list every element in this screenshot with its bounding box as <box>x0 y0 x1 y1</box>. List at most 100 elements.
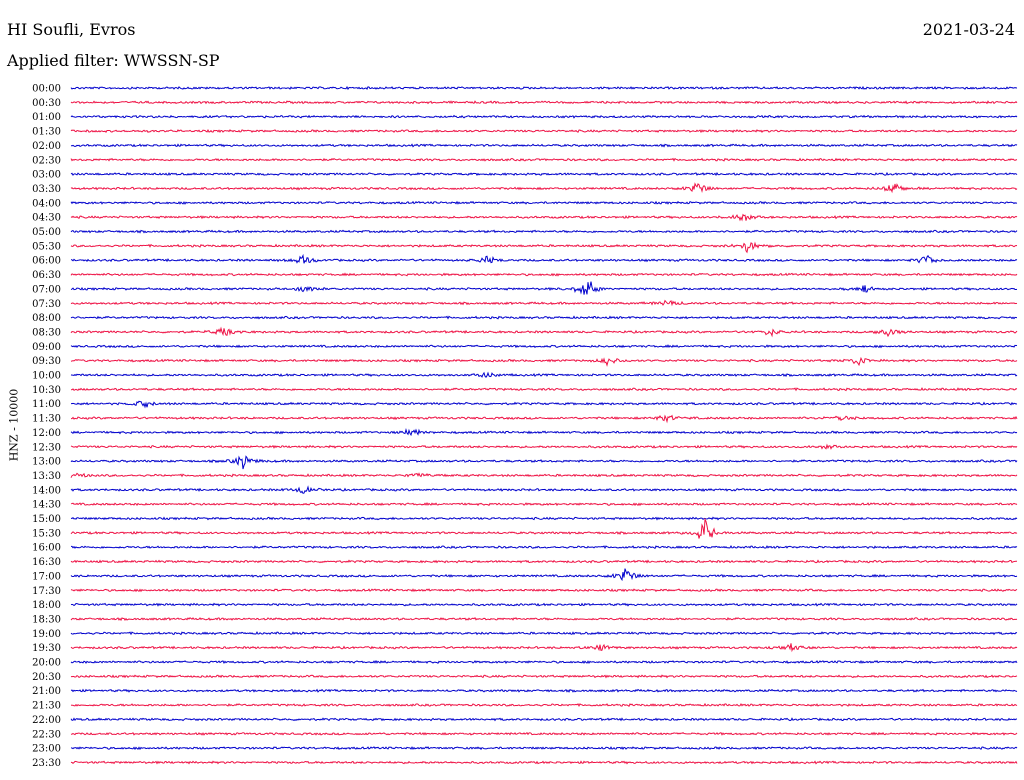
trace-0330 <box>70 182 1018 194</box>
row-label-2130: 21:30 <box>32 701 61 712</box>
row-label-1700: 17:00 <box>32 571 61 582</box>
row-label-0300: 03:00 <box>32 170 61 181</box>
row-label-2230: 22:30 <box>32 729 61 740</box>
trace-1230 <box>70 443 1018 450</box>
trace-0630 <box>70 272 1018 277</box>
row-label-1930: 19:30 <box>32 643 61 654</box>
trace-0000 <box>70 85 1018 91</box>
row-label-0030: 00:30 <box>32 98 61 109</box>
row-label-1600: 16:00 <box>32 543 61 554</box>
trace-1600 <box>70 545 1018 550</box>
trace-0230 <box>70 157 1018 162</box>
row-label-0600: 06:00 <box>32 256 61 267</box>
trace-1030 <box>70 387 1018 392</box>
trace-1930 <box>70 643 1018 653</box>
filter-label: Applied filter: WWSSN-SP <box>7 51 220 70</box>
trace-2300 <box>70 746 1018 751</box>
trace-1000 <box>70 371 1018 378</box>
row-label-1330: 13:30 <box>32 471 61 482</box>
row-label-0130: 01:30 <box>32 127 61 138</box>
row-label-1230: 12:30 <box>32 442 61 453</box>
row-label-2300: 23:00 <box>32 744 61 755</box>
trace-1400 <box>70 485 1018 494</box>
row-label-1300: 13:00 <box>32 457 61 468</box>
row-label-1430: 14:30 <box>32 500 61 511</box>
row-label-1100: 11:00 <box>32 399 61 410</box>
row-label-1000: 10:00 <box>32 371 61 382</box>
row-label-0730: 07:30 <box>32 299 61 310</box>
trace-1100 <box>70 400 1018 409</box>
row-label-1900: 19:00 <box>32 629 61 640</box>
trace-0430 <box>70 213 1018 222</box>
trace-0500 <box>70 229 1018 234</box>
row-label-0900: 09:00 <box>32 342 61 353</box>
row-label-0830: 08:30 <box>32 327 61 338</box>
trace-0200 <box>70 143 1018 148</box>
row-label-2030: 20:30 <box>32 672 61 683</box>
trace-1730 <box>70 588 1018 593</box>
trace-0530 <box>70 241 1018 254</box>
trace-1830 <box>70 616 1018 622</box>
row-label-2100: 21:00 <box>32 686 61 697</box>
trace-0900 <box>70 344 1018 349</box>
trace-0730 <box>70 299 1018 307</box>
row-label-0500: 05:00 <box>32 227 61 238</box>
trace-1530 <box>70 517 1018 539</box>
trace-0930 <box>70 356 1018 367</box>
trace-0400 <box>70 200 1018 205</box>
row-label-0530: 05:30 <box>32 241 61 252</box>
row-label-0700: 07:00 <box>32 284 61 295</box>
trace-1700 <box>70 568 1018 582</box>
row-label-0400: 04:00 <box>32 198 61 209</box>
trace-2330 <box>70 760 1018 765</box>
trace-2030 <box>70 674 1018 679</box>
row-label-2330: 23:30 <box>32 758 61 769</box>
row-label-0800: 08:00 <box>32 313 61 324</box>
row-label-2200: 22:00 <box>32 715 61 726</box>
trace-0600 <box>70 253 1018 264</box>
trace-1630 <box>70 559 1018 564</box>
trace-2200 <box>70 717 1018 722</box>
trace-1200 <box>70 427 1018 437</box>
trace-0030 <box>70 100 1018 105</box>
trace-1300 <box>70 455 1018 470</box>
trace-0100 <box>70 114 1018 119</box>
trace-2000 <box>70 659 1018 665</box>
row-label-1500: 15:00 <box>32 514 61 525</box>
row-label-1830: 18:30 <box>32 614 61 625</box>
trace-1800 <box>70 602 1018 607</box>
trace-0300 <box>70 171 1018 177</box>
row-label-0930: 09:30 <box>32 356 61 367</box>
row-label-2000: 20:00 <box>32 658 61 669</box>
trace-0800 <box>70 315 1018 320</box>
row-label-0330: 03:30 <box>32 184 61 195</box>
row-label-0000: 00:00 <box>32 84 61 95</box>
trace-0130 <box>70 129 1017 134</box>
row-label-1530: 15:30 <box>32 528 61 539</box>
trace-1330 <box>70 472 1018 478</box>
row-label-1400: 14:00 <box>32 485 61 496</box>
row-label-1030: 10:30 <box>32 385 61 396</box>
row-label-0430: 04:30 <box>32 213 61 224</box>
row-label-0200: 02:00 <box>32 141 61 152</box>
row-label-1200: 12:00 <box>32 428 61 439</box>
date-label: 2021-03-24 <box>922 20 1015 39</box>
trace-1500 <box>70 516 1018 521</box>
row-label-1130: 11:30 <box>32 414 61 425</box>
row-label-0630: 06:30 <box>32 270 61 281</box>
row-label-1730: 17:30 <box>32 586 61 597</box>
row-label-0100: 01:00 <box>32 112 61 123</box>
trace-2100 <box>70 688 1018 693</box>
trace-2230 <box>70 731 1018 736</box>
row-label-1630: 16:30 <box>32 557 61 568</box>
trace-1900 <box>70 631 1018 636</box>
trace-2130 <box>70 702 1018 708</box>
trace-0830 <box>70 326 1018 338</box>
row-label-0230: 02:30 <box>32 155 61 166</box>
station-title: HI Soufli, Evros <box>7 20 136 39</box>
trace-1430 <box>70 502 1018 507</box>
trace-1130 <box>70 414 1018 424</box>
row-label-1800: 18:00 <box>32 600 61 611</box>
trace-0700 <box>70 281 1018 295</box>
